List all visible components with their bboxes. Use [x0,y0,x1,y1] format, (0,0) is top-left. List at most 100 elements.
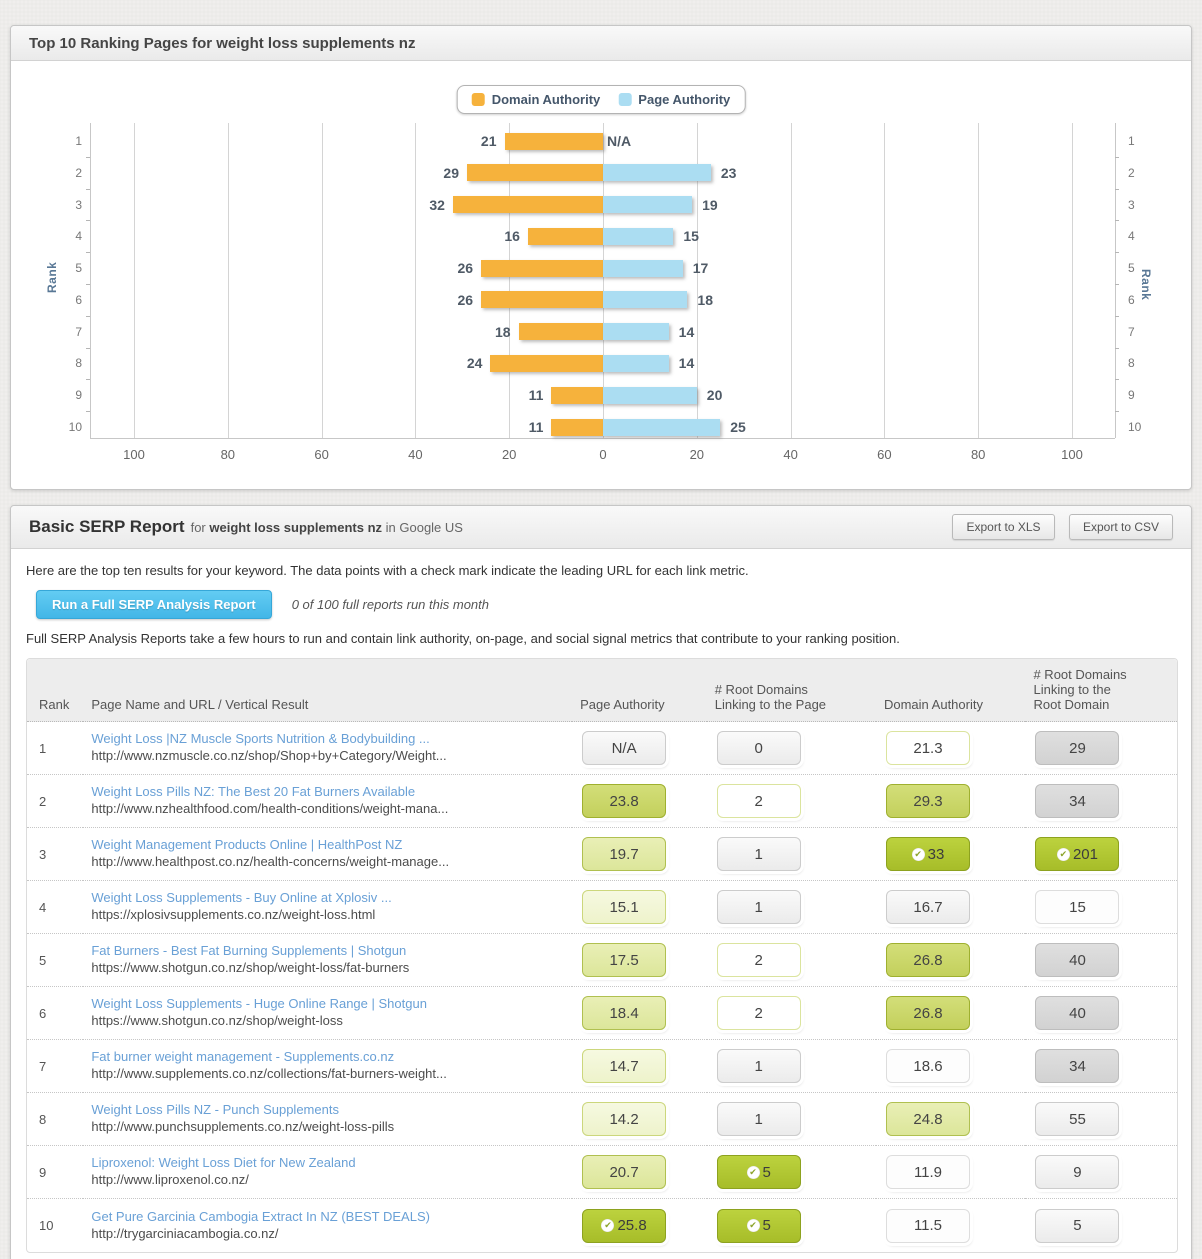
rank-cell: 7 [27,1040,84,1093]
export-to-csv-button[interactable]: Export to CSV [1068,514,1173,540]
legend-item-page-authority[interactable]: Page Authority [618,92,730,107]
domain-authority-value: ✔ 33 [885,837,970,871]
root-domains-root-value: 5 [1035,1208,1120,1243]
gridline [509,123,511,438]
domain-authority-value-cell: 11.5 [876,1199,1025,1252]
table-row: 6 Weight Loss Supplements - Huge Online R… [27,987,1177,1040]
result-link[interactable]: Weight Loss Pills NZ: The Best 20 Fat Bu… [91,784,416,800]
gridline [603,123,604,438]
root-domains-page-value: ✔ 5 [716,1208,801,1243]
root-domains-page-value-cell: 2 [706,987,876,1040]
page-authority-value-cell: 19.7 [572,828,707,881]
domain-authority-value: 18.6 [885,1049,970,1083]
axis-tick-mark [86,379,90,381]
rank-tick-label-left: 6 [75,292,82,307]
page-authority-value: 14.7 [582,1049,667,1083]
export-to-xls-button[interactable]: Export to XLS [952,514,1055,540]
page-name-cell: Weight Loss Pills NZ - Punch Supplements… [83,1093,573,1146]
rank-tick-label-left: 9 [75,388,82,403]
result-link[interactable]: Fat burner weight management - Supplemen… [91,1049,395,1065]
axis-tick-mark [1115,411,1119,413]
domain-authority-bar [551,386,603,404]
page-authority-value: 17.5 [582,943,667,977]
result-link[interactable]: Weight Loss Supplements - Huge Online Ra… [91,996,427,1012]
result-link[interactable]: Weight Loss Pills NZ - Punch Supplements [91,1102,339,1118]
root-domains-page-value: 1 [716,1049,801,1083]
page-authority-bar [603,196,693,214]
root-domains-page-value: 2 [716,943,801,977]
page-authority-value-label: 19 [702,196,718,213]
root-domains-page-value-cell: 1 [706,1093,876,1146]
legend-label: Domain Authority [491,92,601,107]
page-name-cell: Get Pure Garcinia Cambogia Extract In NZ… [83,1199,572,1252]
serp-report-keyword: weight loss supplements nz [209,520,383,535]
result-link[interactable]: Fat Burners - Best Fat Burning Supplemen… [91,943,407,959]
result-url: https://www.shotgun.co.nz/shop/weight-lo… [91,960,410,975]
legend-item-domain-authority[interactable]: Domain Authority [471,92,601,107]
domain-authority-value: 16.7 [885,890,970,924]
table-row: 4 Weight Loss Supplements - Buy Online at… [27,881,1177,934]
leading-metric-check-icon: ✔ [746,1219,760,1232]
result-link[interactable]: Weight Loss Supplements - Buy Online at … [91,890,392,906]
domain-authority-bar [490,354,603,372]
rank-tick-label-right: 4 [1128,229,1135,244]
table-row: 5 Fat Burners - Best Fat Burning Suppleme… [27,934,1177,987]
result-url: https://xplosivsupplements.co.nz/weight-… [91,907,376,922]
page-authority-value: 15.1 [582,890,667,924]
rank-tick-label-left: 4 [75,229,82,244]
result-link[interactable]: Get Pure Garcinia Cambogia Extract In NZ… [91,1208,430,1224]
root-domains-root-value: 55 [1035,1102,1120,1136]
root-domains-root-value: 40 [1035,943,1120,977]
page-authority-value-label: 25 [730,419,746,436]
run-full-serp-analysis-button[interactable]: Run a Full SERP Analysis Report [36,590,272,619]
rank-cell: 4 [27,881,84,934]
axis-tick-mark [86,252,90,254]
rank-tick-label-left: 10 [68,420,82,435]
root-domains-root-value: 40 [1035,996,1120,1030]
page-authority-value: 20.7 [582,1155,667,1189]
leading-metric-check-icon: ✔ [601,1219,615,1232]
result-link[interactable]: Weight Loss |NZ Muscle Sports Nutrition … [91,731,430,747]
domain-authority-bar [481,291,603,309]
result-url: https://www.shotgun.co.nz/shop/weight-lo… [91,1013,343,1028]
serp-report-title: Basic SERP Report for weight loss supplem… [29,517,463,537]
rank-tick-label-right: 7 [1128,324,1135,339]
rank-cell: 5 [27,934,84,987]
result-link[interactable]: Weight Management Products Online | Heal… [91,837,403,853]
page-authority-value-cell: 15.1 [572,881,707,934]
rank-tick-label-left: 7 [75,324,82,339]
table-row: 1 Weight Loss |NZ Muscle Sports Nutrition… [27,722,1177,775]
axis-tick-mark [1115,347,1119,349]
result-link[interactable]: Liproxenol: Weight Loss Diet for New Zea… [91,1155,356,1171]
page-authority-bar [603,291,688,309]
page-authority-value-label: 17 [692,260,709,277]
axis-tick-label: 0 [599,447,607,462]
root-domains-root-value-cell: 34 [1025,775,1177,828]
rank-tick-label-left: 3 [75,197,82,212]
domain-authority-value: 26.8 [885,943,970,977]
domain-authority-value-label: 32 [429,196,445,213]
ranking-chart-panel-header: Top 10 Ranking Pages for weight loss sup… [11,26,1191,61]
domain-authority-bar [518,323,603,341]
page-authority-value: 14.2 [582,1102,667,1136]
result-url: http://trygarciniacambogia.co.nz/ [91,1225,279,1241]
page-authority-value: 18.4 [582,996,667,1030]
full-report-description: Full SERP Analysis Reports take a few ho… [26,631,900,646]
chart-panel-title: Top 10 Ranking Pages for weight loss sup… [29,34,416,52]
leading-metric-check-icon: ✔ [746,1165,760,1179]
root-domains-root-value-cell: ✔ 201 [1025,828,1177,881]
leading-metric-check-icon: ✔ [911,847,925,861]
page-authority-value: 23.8 [582,784,667,818]
result-url: http://www.liproxenol.co.nz/ [91,1172,249,1187]
result-url: http://www.healthpost.co.nz/health-conce… [91,854,450,869]
root-domains-page-value-cell: 2 [706,934,876,987]
page-name-cell: Weight Management Products Online | Heal… [83,828,573,881]
page-authority-bar [603,323,669,341]
rank-cell: 8 [27,1093,84,1146]
root-domains-page-value-cell: 1 [706,1040,876,1093]
root-domains-root-value-cell: 40 [1025,934,1177,987]
root-domains-root-value-cell: 55 [1025,1093,1177,1146]
gridline [790,123,792,438]
rank-tick-label-right: 9 [1128,388,1135,403]
gridline [884,123,886,438]
